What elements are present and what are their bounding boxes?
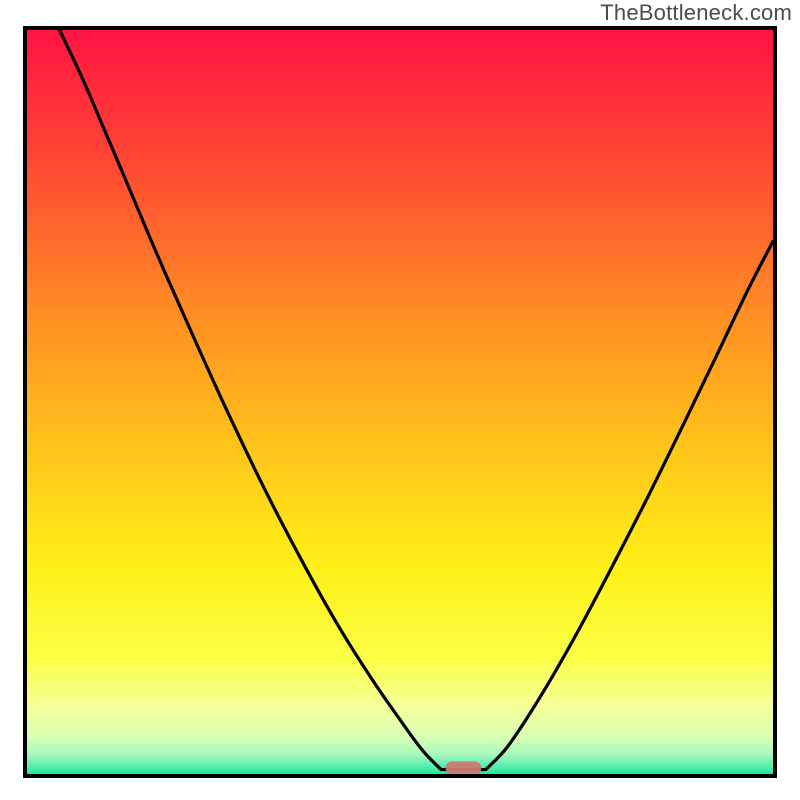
watermark-text: TheBottleneck.com [600,0,792,26]
gradient-background [23,26,777,778]
chart-frame: TheBottleneck.com [0,0,800,800]
